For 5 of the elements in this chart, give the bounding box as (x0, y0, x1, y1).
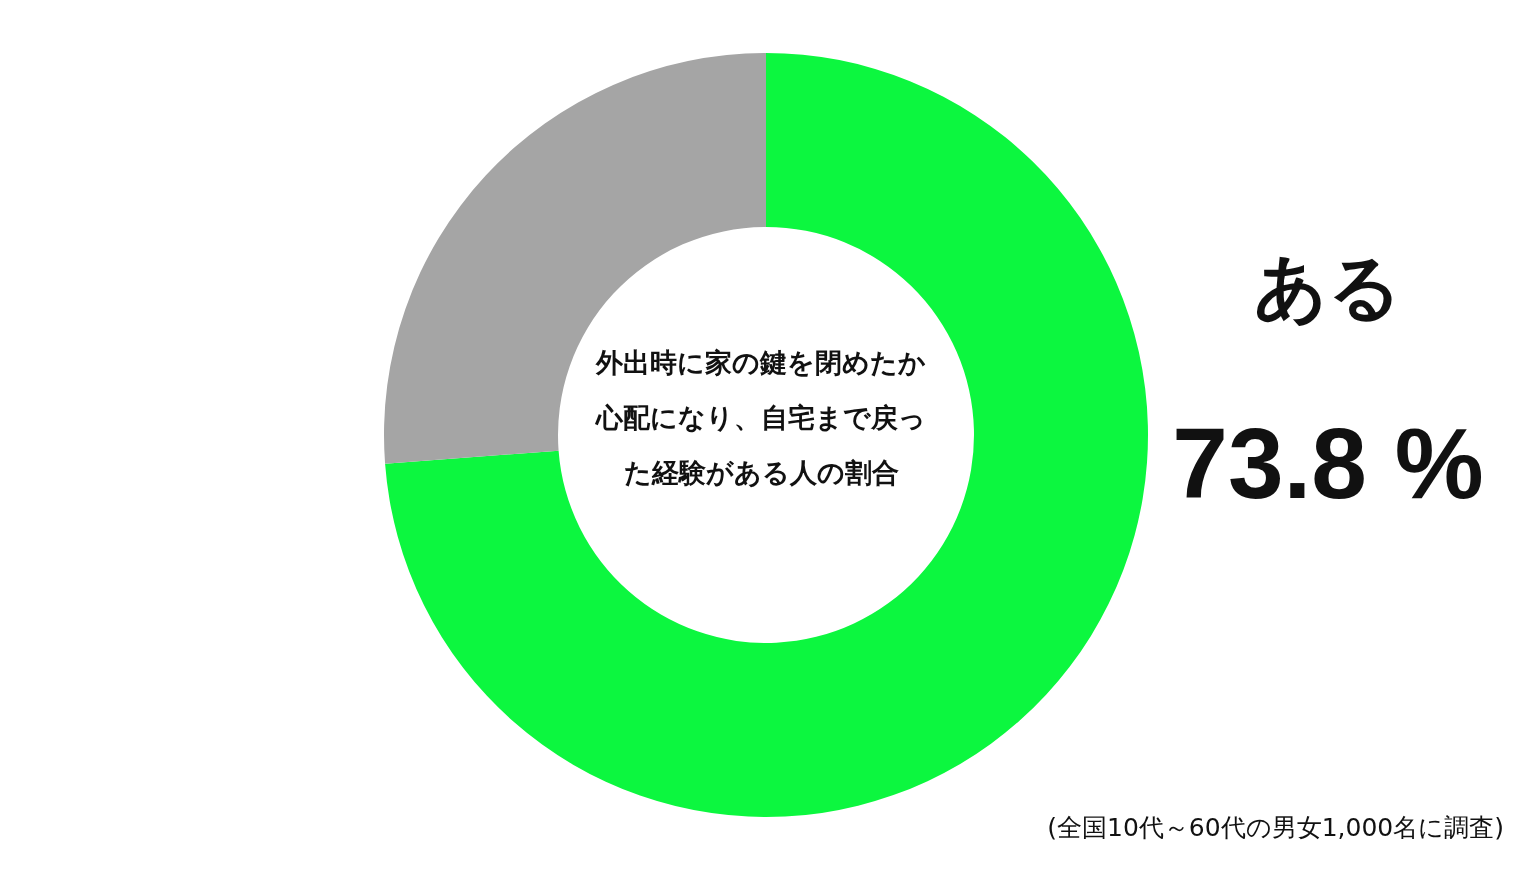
data-label: 73.8 % (1172, 407, 1484, 519)
slice-label: ある (1254, 245, 1402, 329)
donut-slice (385, 53, 1148, 817)
text: 外出時に家の鍵を閉めたか心配になり、自宅まで戻った経験がある人の割合 (594, 346, 927, 490)
text: (全国10代～60代の男女1,000名に調査) (1047, 812, 1504, 844)
